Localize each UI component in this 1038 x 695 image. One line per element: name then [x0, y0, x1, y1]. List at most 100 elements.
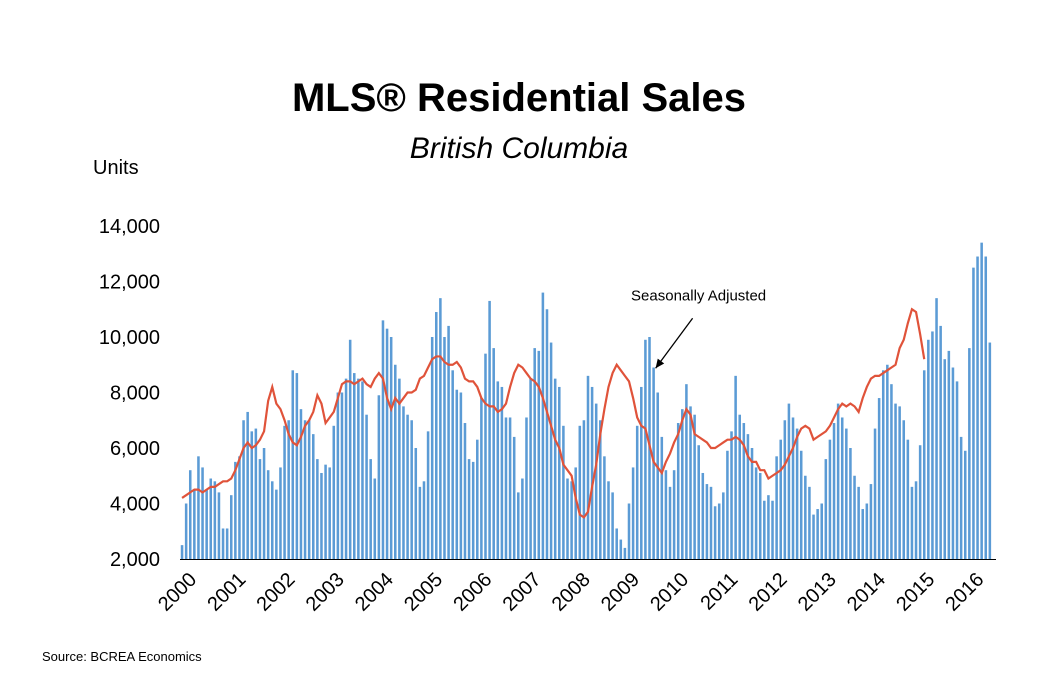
sales-bar — [857, 486, 860, 559]
sales-bar — [402, 406, 405, 560]
sales-bar — [549, 342, 553, 559]
sales-bar — [849, 448, 852, 559]
sales-bar — [640, 386, 643, 559]
sales-bar — [488, 300, 491, 559]
sales-bar — [976, 256, 979, 559]
sales-bar — [603, 456, 606, 559]
sales-bar — [418, 486, 422, 559]
sales-bar — [808, 486, 811, 559]
sales-bar — [361, 381, 364, 559]
sales-bar — [504, 417, 508, 559]
sales-bar — [188, 470, 192, 559]
chart-subtitle: British Columbia — [409, 132, 629, 165]
sales-bar — [754, 467, 758, 559]
sales-bar — [693, 414, 696, 559]
sales-bar — [726, 450, 729, 559]
sales-bar — [476, 439, 479, 559]
sales-bar — [955, 381, 959, 559]
y-tick-label: 12,000 — [99, 272, 160, 294]
sales-bar — [316, 459, 319, 559]
sales-bar — [623, 547, 627, 559]
sales-bar — [939, 325, 942, 559]
sales-bar — [951, 367, 955, 559]
sales-bar — [824, 459, 828, 559]
sales-bar — [968, 348, 971, 559]
sales-bar — [197, 456, 200, 559]
sales-bar — [914, 481, 918, 559]
sales-bar — [963, 450, 967, 559]
sales-bar — [463, 423, 467, 559]
sales-bar — [804, 475, 807, 559]
annotation-arrow — [655, 317, 694, 369]
sales-bar — [517, 492, 520, 559]
sales-bar — [972, 267, 975, 560]
sales-bar — [750, 448, 754, 559]
sales-bar — [582, 420, 586, 559]
sales-bar — [344, 378, 348, 560]
x-tick-label: 2016 — [941, 569, 988, 616]
sales-bar — [410, 420, 413, 559]
sales-bar — [840, 417, 844, 559]
sales-bar — [701, 472, 705, 559]
sales-bar — [828, 439, 832, 559]
sales-bar — [668, 486, 672, 559]
sales-bar — [763, 500, 766, 559]
x-tick-label: 2003 — [302, 569, 349, 616]
sales-bar — [799, 450, 803, 559]
sales-bar — [927, 339, 930, 559]
sales-bar — [525, 417, 528, 559]
sales-bar — [406, 414, 409, 559]
sales-bar — [394, 364, 397, 559]
sales-bar — [787, 403, 791, 559]
sales-bar — [812, 514, 815, 559]
bar-series — [180, 242, 992, 560]
source-note: Source: BCREA Economics — [42, 649, 202, 664]
sales-bar — [443, 337, 446, 559]
sales-bar — [254, 428, 258, 559]
sales-bar — [480, 398, 483, 559]
sales-bar — [873, 428, 877, 559]
sales-bar — [935, 298, 938, 559]
sales-bar — [180, 545, 184, 560]
sales-bar — [225, 528, 229, 559]
sales-bar — [832, 423, 836, 559]
sales-bar — [381, 320, 385, 559]
sales-bar — [435, 312, 438, 559]
x-tick-label: 2002 — [253, 569, 300, 616]
sales-bar — [709, 486, 713, 559]
sales-bar — [931, 331, 934, 559]
sales-bar — [365, 414, 368, 559]
x-tick-label: 2007 — [499, 569, 546, 616]
sales-bar — [279, 467, 282, 559]
sales-bar — [324, 464, 327, 559]
sales-bar — [201, 467, 204, 559]
sales-bar — [422, 481, 426, 559]
sales-bar — [570, 481, 573, 559]
sales-bar — [533, 348, 536, 559]
sales-bar — [209, 478, 213, 559]
sales-bar — [984, 256, 988, 559]
sales-bar — [644, 339, 647, 559]
sales-bar — [205, 489, 208, 560]
sales-bar — [779, 439, 782, 559]
sales-bar — [681, 409, 684, 559]
sales-bar — [500, 386, 504, 559]
x-tick-label: 2012 — [745, 569, 792, 616]
sales-bar — [910, 486, 914, 559]
sales-bar — [705, 484, 709, 559]
x-tick-label: 2006 — [449, 569, 496, 616]
sales-bar — [627, 503, 631, 559]
sales-bar — [611, 492, 614, 559]
sales-bar — [213, 481, 217, 559]
sales-bar — [599, 420, 602, 559]
sales-bar — [734, 375, 737, 559]
sales-bar — [738, 414, 741, 559]
sales-bar — [767, 495, 770, 559]
arrow-head-icon — [655, 358, 665, 369]
sales-bar — [451, 370, 454, 559]
sales-bar — [742, 423, 746, 559]
sales-bar — [484, 353, 487, 559]
annotation: Seasonally Adjusted — [631, 287, 766, 369]
annotation-label: Seasonally Adjusted — [631, 287, 766, 304]
sales-bar — [537, 350, 541, 560]
